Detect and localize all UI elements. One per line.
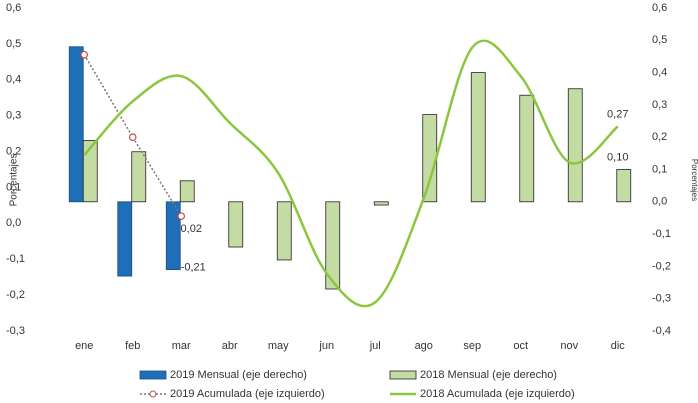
data-label: 0,27 [607, 108, 628, 120]
bar [117, 201, 133, 277]
x-tick-label: feb [125, 340, 140, 352]
y2-tick-label: 0,0 [652, 196, 667, 208]
y-tick-label: -0,1 [6, 253, 25, 265]
point [128, 133, 137, 142]
bar [567, 88, 583, 203]
line-series [83, 39, 619, 308]
legend-label: 2019 Mensual (eje derecho) [170, 369, 307, 381]
data-label: 0,02 [181, 223, 202, 235]
y2-tick-label: -0,4 [652, 325, 671, 337]
x-tick-label: ene [75, 340, 93, 352]
bar [373, 201, 389, 206]
y-tick-label: 0,2 [6, 145, 21, 157]
y2-tick-label: 0,2 [652, 131, 667, 143]
y2-tick-label: 0,1 [652, 163, 667, 175]
legend-label: 2018 Acumulada (eje izquierdo) [420, 388, 575, 400]
bar [519, 94, 535, 203]
bar [470, 72, 486, 203]
data-label: 0,10 [607, 151, 628, 163]
y-tick-label: 0,5 [6, 38, 21, 50]
y2-tick-label: -0,2 [652, 260, 671, 272]
bar [179, 180, 195, 203]
x-tick-label: ago [415, 340, 433, 352]
x-tick-label: may [268, 340, 289, 352]
bar [276, 201, 292, 261]
y-axis-label: Porcentajes [9, 154, 20, 207]
y-tick-label: -0,3 [6, 325, 25, 337]
point [80, 50, 89, 59]
legend-label: 2018 Mensual (eje derecho) [420, 369, 557, 381]
bar [422, 114, 438, 203]
y2-axis-label: Porcentajes [690, 159, 698, 201]
point [177, 212, 186, 220]
x-tick-label: abr [222, 340, 238, 352]
bar [131, 151, 147, 203]
x-tick-label: sep [463, 340, 481, 352]
x-tick-label: nov [560, 340, 578, 352]
y-tick-label: 0,6 [6, 2, 21, 14]
y-tick-label: 0,1 [6, 181, 21, 193]
line-series [83, 54, 182, 217]
data-label: -0,21 [181, 262, 206, 274]
y2-tick-label: -0,3 [652, 293, 671, 305]
x-tick-label: jun [318, 340, 334, 352]
y-tick-label: 0,0 [6, 217, 21, 229]
legend-label: 2019 Acumulada (eje izquierdo) [170, 388, 325, 400]
y2-tick-label: 0,5 [652, 34, 667, 46]
x-tick-label: dic [611, 340, 626, 352]
bar [228, 201, 244, 248]
x-tick-label: mar [172, 340, 191, 352]
x-tick-label: oct [513, 340, 528, 352]
y-tick-label: 0,3 [6, 110, 21, 122]
y2-tick-label: 0,6 [652, 2, 667, 14]
legend-swatch [149, 390, 157, 398]
y2-tick-label: 0,3 [652, 99, 667, 111]
legend-swatch [139, 370, 167, 380]
x-tick-label: jul [369, 340, 381, 352]
bar [82, 140, 98, 203]
y2-tick-label: 0,4 [652, 67, 667, 79]
bar [68, 46, 84, 203]
y-tick-label: 0,4 [6, 74, 21, 86]
bar [616, 169, 632, 203]
bar [165, 201, 181, 271]
legend-swatch [389, 370, 417, 380]
y2-tick-label: -0,1 [652, 228, 671, 240]
y-tick-label: -0,2 [6, 289, 25, 301]
bar [325, 201, 341, 290]
